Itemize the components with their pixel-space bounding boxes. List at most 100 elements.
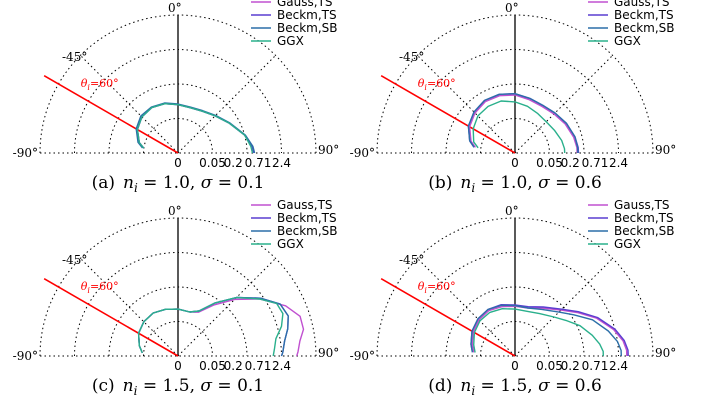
series-line bbox=[470, 304, 622, 357]
legend-label: GGX bbox=[614, 237, 641, 251]
caption-sigma: σ bbox=[200, 376, 212, 396]
caption-eq: = bbox=[550, 173, 575, 193]
polar-panel: θi=60°0°-45°-90° 90°0 0.050.2 0.71 2.4Gauss,… bbox=[350, 0, 677, 195]
caption-n-value: 1.5 bbox=[163, 376, 190, 396]
panel-caption: (c) ni = 1.5, σ = 0.1 bbox=[92, 376, 264, 398]
angle-label-neg45: -45° bbox=[399, 50, 424, 64]
grid-spoke bbox=[177, 258, 276, 357]
caption-eq: = bbox=[138, 173, 163, 193]
polar-panel: θi=60°0°-45°-90° 90°0 0.050.2 0.71 2.4Gauss,… bbox=[13, 0, 340, 195]
incident-label-sub: i bbox=[87, 83, 90, 92]
caption-symbol: n bbox=[123, 376, 134, 396]
radial-tick-label: 0.2 bbox=[561, 156, 580, 170]
caption-letter: (b) bbox=[428, 173, 452, 193]
caption-eq: = bbox=[475, 376, 500, 396]
caption-eq: = bbox=[212, 376, 237, 396]
caption-sub: i bbox=[471, 181, 475, 195]
angle-label-neg45: -45° bbox=[399, 253, 424, 267]
incident-label-symbol: θ bbox=[418, 280, 425, 293]
grid-spoke bbox=[177, 55, 276, 154]
caption-eq: = bbox=[475, 173, 500, 193]
legend-label: Beckm,TS bbox=[277, 8, 337, 22]
panel-caption: (b) ni = 1.0, σ = 0.6 bbox=[428, 173, 602, 195]
incident-label-value: =60° bbox=[90, 280, 119, 293]
radial-tick-label: 0.05 bbox=[536, 359, 563, 373]
legend-label: Gauss,TS bbox=[614, 0, 670, 9]
polar-panel: θi=60°0°-45°-90° 90°0 0.050.2 0.71 2.4Gauss,… bbox=[13, 198, 340, 398]
radial-tick-label: 0.71 bbox=[245, 359, 272, 373]
angle-label-neg90: -90° bbox=[350, 146, 375, 160]
series-line bbox=[137, 296, 289, 357]
legend-label: Beckm,SB bbox=[614, 224, 675, 238]
grid-spoke bbox=[417, 258, 516, 357]
caption-sub: i bbox=[471, 384, 475, 398]
radial-tick-label: 0 bbox=[511, 156, 519, 170]
caption-sigma: σ bbox=[538, 173, 550, 193]
angle-label-0: 0° bbox=[505, 204, 519, 218]
angle-label-neg45: -45° bbox=[62, 253, 87, 267]
radial-tick-label: 0.05 bbox=[536, 156, 563, 170]
series-line bbox=[470, 304, 629, 357]
angle-label-90: 90° bbox=[318, 346, 339, 360]
radial-tick-label: 0.2 bbox=[224, 359, 243, 373]
panel-caption: (d) ni = 1.5, σ = 0.6 bbox=[428, 376, 602, 398]
caption-sigma: σ bbox=[201, 173, 213, 193]
incident-ray bbox=[380, 278, 516, 357]
radial-tick-label: 0.71 bbox=[582, 359, 609, 373]
caption-symbol: n bbox=[460, 376, 471, 396]
legend-label: Beckm,SB bbox=[277, 224, 338, 238]
caption-n-value: 1.0 bbox=[163, 173, 190, 193]
caption-symbol: n bbox=[460, 173, 471, 193]
incident-label-symbol: θ bbox=[81, 77, 88, 90]
incident-label-value: =60° bbox=[427, 280, 456, 293]
caption-sigma: σ bbox=[538, 376, 550, 396]
incident-ray bbox=[43, 278, 179, 357]
caption-sep: , bbox=[527, 376, 538, 396]
radial-tick-label: 2.4 bbox=[609, 156, 628, 170]
radial-tick-label: 0.2 bbox=[561, 359, 580, 373]
angle-label-0: 0° bbox=[168, 1, 182, 15]
incident-label: θi=60° bbox=[418, 77, 456, 92]
series-line bbox=[471, 305, 628, 357]
incident-label-symbol: θ bbox=[81, 280, 88, 293]
incident-ray bbox=[43, 75, 179, 154]
caption-letter: (a) bbox=[92, 173, 115, 193]
incident-label-value: =60° bbox=[90, 77, 119, 90]
incident-ray bbox=[380, 75, 516, 154]
radial-tick-label: 2.4 bbox=[609, 359, 628, 373]
radial-tick-label: 0 bbox=[511, 359, 519, 373]
caption-sep: , bbox=[190, 376, 201, 396]
caption-n-value: 1.5 bbox=[500, 376, 527, 396]
legend-label: Gauss,TS bbox=[277, 0, 333, 9]
legend-label: Beckm,TS bbox=[277, 211, 337, 225]
legend-label: GGX bbox=[614, 34, 641, 48]
grid-spoke bbox=[80, 55, 179, 154]
incident-label: θi=60° bbox=[418, 280, 456, 295]
legend-label: Gauss,TS bbox=[277, 198, 333, 212]
radial-tick-label: 2.4 bbox=[272, 359, 291, 373]
legend-label: Beckm,SB bbox=[614, 21, 675, 35]
legend-label: GGX bbox=[277, 237, 304, 251]
radial-tick-label: 0 bbox=[174, 359, 182, 373]
radial-tick-label: 0.71 bbox=[582, 156, 609, 170]
angle-label-neg45: -45° bbox=[62, 50, 87, 64]
grid-spoke bbox=[80, 258, 179, 357]
panel-caption: (a) ni = 1.0, σ = 0.1 bbox=[92, 173, 265, 195]
angle-label-neg90: -90° bbox=[350, 349, 375, 363]
legend-label: GGX bbox=[277, 34, 304, 48]
angle-label-neg90: -90° bbox=[13, 349, 38, 363]
legend-label: Beckm,TS bbox=[614, 211, 674, 225]
legend-label: Beckm,TS bbox=[614, 8, 674, 22]
caption-eq: = bbox=[212, 173, 237, 193]
radial-tick-label: 0 bbox=[174, 156, 182, 170]
legend-label: Gauss,TS bbox=[614, 198, 670, 212]
caption-sep: , bbox=[527, 173, 538, 193]
angle-label-0: 0° bbox=[168, 204, 182, 218]
incident-label-sub: i bbox=[424, 286, 427, 295]
legend-label: Beckm,SB bbox=[277, 21, 338, 35]
grid-spoke bbox=[514, 258, 613, 357]
incident-label-sub: i bbox=[424, 83, 427, 92]
radial-tick-label: 2.4 bbox=[272, 156, 291, 170]
caption-letter: (c) bbox=[92, 376, 115, 396]
angle-label-90: 90° bbox=[318, 143, 339, 157]
